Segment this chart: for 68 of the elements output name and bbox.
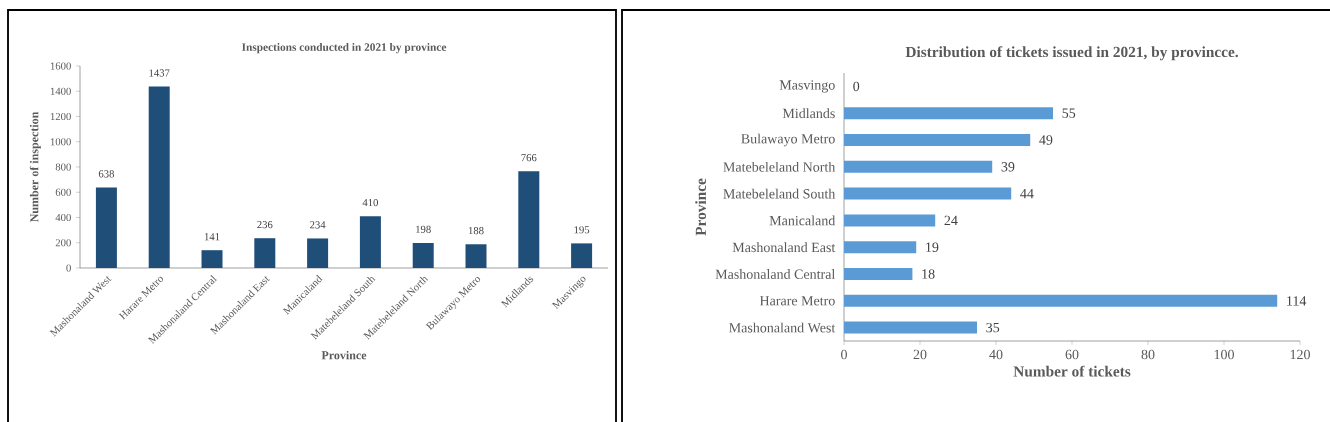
y-tick-label: Bulawayo Metro: [741, 133, 835, 147]
data-label: 55: [1062, 108, 1076, 118]
x-tick-label: 20: [913, 349, 927, 360]
bar: [571, 243, 593, 268]
data-label: 49: [1039, 135, 1053, 145]
y-tick-label: 800: [55, 163, 71, 171]
bar: [844, 214, 936, 227]
bar: [844, 241, 917, 254]
data-label: 114: [1287, 296, 1307, 306]
y-tick-label: 200: [55, 239, 71, 247]
data-label: 35: [986, 322, 1000, 333]
y-tick-label: 1000: [50, 138, 71, 146]
x-tick-label: 0: [841, 349, 847, 360]
data-label: 141: [204, 233, 220, 241]
data-label: 39: [1001, 162, 1015, 172]
y-tick-label: Manicaland: [769, 215, 836, 226]
data-label: 24: [944, 215, 958, 226]
x-tick-label: 60: [1065, 349, 1079, 360]
bar: [307, 238, 329, 268]
data-label: 0: [853, 81, 860, 92]
bar: [465, 244, 487, 268]
y-axis-title: Province: [695, 178, 707, 236]
data-label: 198: [416, 225, 431, 233]
data-label: 188: [468, 227, 484, 235]
data-label: 234: [310, 221, 326, 229]
y-tick-label: 400: [55, 213, 71, 222]
x-tick-label: 80: [1141, 349, 1155, 360]
y-tick-label: 0: [66, 264, 71, 272]
y-axis-title: Number of inspection: [29, 111, 41, 223]
bar: [518, 171, 540, 268]
data-label: 638: [98, 170, 115, 178]
data-label: 44: [1020, 189, 1034, 199]
x-axis-title: Number of tickets: [1013, 365, 1131, 377]
x-tick-label: 40: [989, 349, 1003, 360]
bar: [844, 107, 1054, 120]
x-tick-label: 100: [1214, 349, 1234, 360]
bar: [844, 268, 913, 280]
bar: [844, 321, 978, 334]
bar: [95, 187, 117, 268]
bar: [844, 134, 1031, 146]
chart-title: Distribution of tickets issued in 2021, by provincce.: [905, 46, 1238, 61]
bar: [359, 216, 381, 268]
bar: [844, 187, 1012, 200]
bar: [844, 294, 1278, 307]
data-label: 236: [257, 220, 273, 229]
data-label: 19: [926, 242, 939, 252]
bar: [412, 243, 434, 268]
data-label: 410: [362, 199, 379, 207]
x-tick-label: 120: [1290, 349, 1310, 360]
y-tick-label: Matebeleland South: [723, 188, 836, 199]
bar: [844, 160, 993, 173]
y-tick-label: 600: [55, 188, 71, 196]
y-tick-label: Mashonaland East: [732, 242, 836, 253]
y-tick-label: 1400: [50, 87, 71, 95]
bar: [148, 86, 170, 268]
data-label: 195: [574, 226, 590, 234]
chart-title: Inspections conducted in 2021 by province: [242, 42, 447, 54]
y-tick-label: 1200: [50, 112, 71, 121]
data-label: 1437: [149, 69, 170, 77]
bar: [201, 250, 223, 268]
data-label: 18: [922, 269, 935, 279]
y-tick-label: 1600: [50, 62, 71, 70]
y-tick-label: Midlands: [782, 108, 835, 119]
y-tick-label: Masvingo: [779, 80, 835, 93]
data-label: 766: [521, 154, 537, 162]
y-tick-label: Matebeleland North: [723, 161, 836, 172]
x-axis-title: Province: [321, 350, 367, 360]
bar: [254, 238, 276, 268]
